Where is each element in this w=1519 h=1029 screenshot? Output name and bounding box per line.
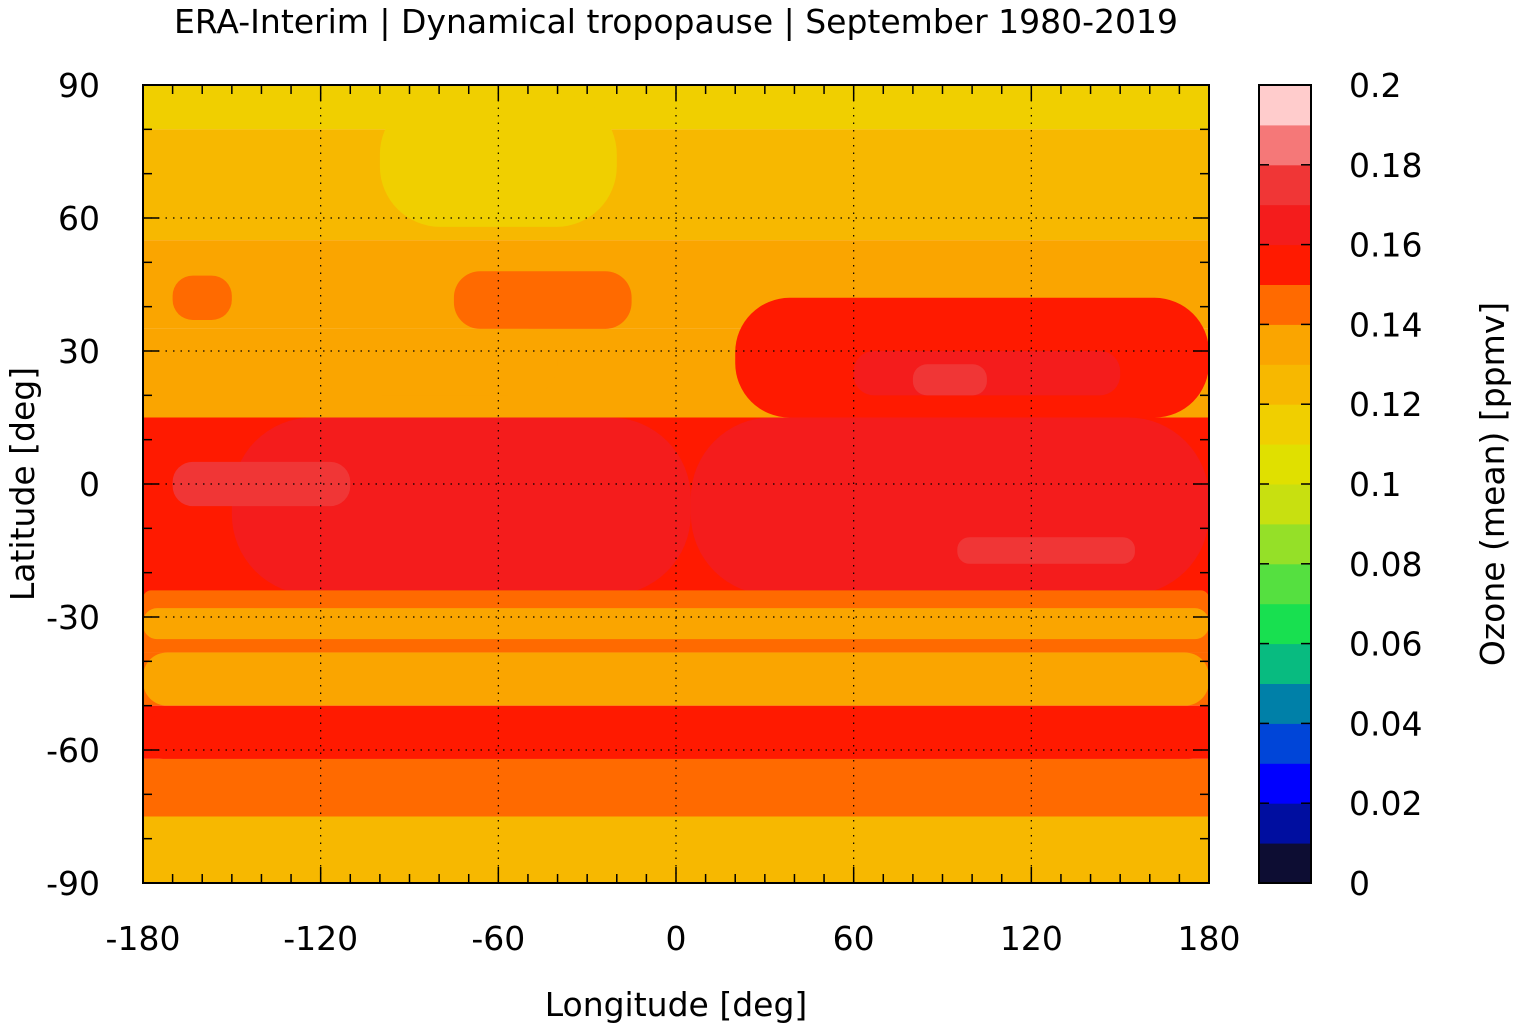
colorbar-tick-label: 0.16 (1349, 226, 1422, 265)
heatmap-region-5 (143, 714, 1209, 759)
colorbar-level (1259, 683, 1311, 724)
colorbar-level (1259, 843, 1311, 884)
y-axis-label: Latitude [deg] (3, 367, 42, 601)
colorbar-level (1259, 404, 1311, 445)
colorbar-level (1259, 563, 1311, 605)
x-tick-label: -180 (106, 919, 181, 958)
y-tick-label: 30 (58, 332, 100, 371)
chart-title: ERA-Interim | Dynamical tropopause | Sep… (173, 2, 1179, 41)
y-tick-label: -90 (46, 864, 100, 903)
x-tick-label: 60 (833, 919, 875, 958)
x-tick-label: -60 (471, 919, 525, 958)
colorbar-level (1259, 484, 1311, 525)
y-tick-label: 0 (79, 465, 100, 504)
colorbar-level (1259, 244, 1311, 285)
colorbar-level (1259, 85, 1311, 126)
y-tick-label: 60 (58, 199, 100, 238)
heatmap-region-10 (453, 271, 632, 329)
colorbar-level (1259, 324, 1311, 365)
colorbar-tick-label: 0.14 (1349, 305, 1422, 344)
x-tick-label: 180 (1178, 919, 1241, 958)
heatmap-region-14 (957, 537, 1135, 564)
x-tick-label: 0 (666, 919, 687, 958)
colorbar-tick-label: 0.08 (1349, 545, 1422, 584)
y-tick-label: -30 (46, 598, 100, 637)
colorbar-level (1259, 284, 1311, 325)
colorbar-level (1259, 763, 1311, 804)
colorbar-tick-label: 0.2 (1349, 66, 1401, 105)
colorbar-level (1259, 164, 1311, 206)
heatmap-region-1 (690, 417, 1209, 595)
heatmap-region-0 (231, 417, 691, 595)
heatmap-region-9 (172, 275, 232, 320)
colorbar-label: Ozone (mean) [ppmv] (1473, 302, 1512, 666)
colorbar-tick-label: 0.18 (1349, 146, 1422, 185)
x-tick-label: -120 (283, 919, 358, 958)
heatmap-band-1 (143, 129, 1209, 241)
colorbar-tick-label: 0.1 (1349, 465, 1401, 504)
x-axis-label: Longitude [deg] (545, 985, 808, 1024)
colorbar-tick-label: 0.02 (1349, 784, 1422, 823)
colorbar-level (1259, 643, 1311, 684)
heatmap-region-11 (320, 328, 558, 396)
colorbar-tick-label: 0.06 (1349, 625, 1422, 664)
y-tick-label: 90 (58, 66, 100, 105)
heatmap-region-8 (853, 351, 1121, 396)
heatmap-region-3 (143, 608, 1209, 640)
heatmap-region-6 (143, 829, 1209, 883)
colorbar-level (1259, 364, 1311, 405)
colorbar-tick-label: 0.12 (1349, 385, 1422, 424)
colorbar-level (1259, 204, 1311, 246)
colorbar-level (1259, 803, 1311, 844)
heatmap-region-13 (172, 461, 351, 507)
colorbar-level (1259, 444, 1311, 485)
heatmap-region-2 (143, 590, 1209, 609)
x-tick-label: 120 (1000, 919, 1063, 958)
colorbar-tick-label: 0 (1349, 864, 1370, 903)
colorbar-level (1259, 603, 1311, 645)
colorbar-level (1259, 124, 1311, 166)
colorbar-level (1259, 723, 1311, 764)
heatmap-region-4 (143, 652, 1209, 706)
y-tick-label: -60 (46, 731, 100, 770)
heatmap-region-15 (912, 364, 987, 396)
colorbar-level (1259, 523, 1311, 565)
colorbar-tick-label: 0.04 (1349, 704, 1422, 743)
